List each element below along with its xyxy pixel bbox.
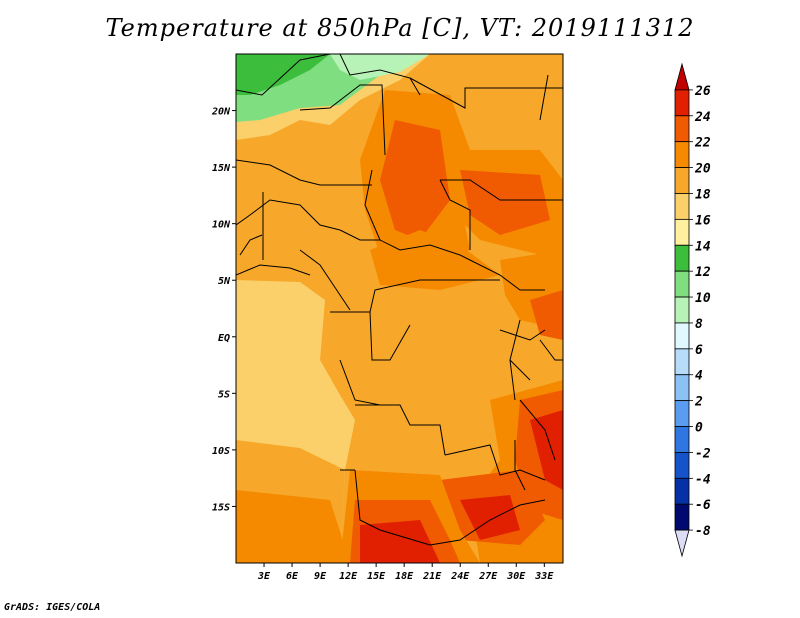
colorbar-label: 26 [694, 84, 711, 99]
lon-tick-label: 24E [450, 571, 470, 582]
lon-tick-label: 6E [286, 571, 299, 582]
longitude-axis: 3E 6E 9E 12E 15E 18E 21E 24E 27E 30E 33E [257, 563, 554, 582]
colorbar-swatch [674, 322, 690, 350]
colorbar-swatch [674, 426, 690, 453]
lat-tick-label: 15N [212, 163, 231, 174]
colorbar-label: 18 [695, 187, 711, 202]
lat-tick-label: 5N [218, 276, 231, 287]
lon-tick-label: 33E [534, 571, 554, 582]
colorbar-label: 2 [694, 395, 703, 410]
colorbar-swatch [674, 348, 690, 376]
colorbar-label: 14 [695, 239, 711, 254]
lon-tick-label: 30E [506, 571, 526, 582]
latitude-axis: 20N 15N 10N 5N EQ 5S 10S 15S [211, 107, 236, 513]
colorbar-swatch [674, 218, 690, 246]
colorbar-swatch [674, 503, 690, 531]
colorbar-swatch [674, 115, 690, 143]
lat-tick-label: 15S [212, 502, 230, 513]
colorbar-swatch [674, 167, 690, 194]
colorbar-label: 24 [694, 110, 711, 125]
lon-tick-label: 3E [257, 571, 271, 582]
colorbar-label: 10 [695, 291, 711, 306]
colorbar-swatch [674, 89, 690, 117]
colorbar-swatch [674, 193, 690, 220]
colorbar-swatch [674, 244, 690, 272]
lon-tick-label: 21E [422, 571, 442, 582]
colorbar-label: -8 [695, 524, 711, 539]
colorbar-label: -4 [695, 472, 711, 487]
lon-tick-label: 12E [339, 571, 358, 582]
colorbar-label: 8 [695, 317, 703, 332]
colorbar-label: -6 [695, 498, 711, 513]
colorbar-label: -2 [695, 446, 711, 461]
colorbar-swatch [674, 374, 690, 402]
colorbar-swatch [674, 477, 690, 505]
colorbar-label: 22 [694, 136, 711, 151]
credit-text: GrADS: IGES/COLA [4, 602, 101, 613]
colorbar-label: 20 [694, 162, 711, 177]
colorbar-under-triangle [674, 529, 690, 558]
colorbar-swatch [674, 296, 690, 324]
colorbar-label: 6 [695, 343, 703, 358]
colorbar-swatch [674, 141, 690, 168]
colorbar-over-triangle [674, 62, 690, 91]
lat-tick-label: 10N [212, 220, 231, 231]
lon-tick-label: 27E [478, 571, 498, 582]
colorbar-label: 16 [695, 213, 711, 228]
lon-tick-label: 9E [314, 571, 327, 582]
temperature-field [236, 54, 563, 563]
colorbar-label: 12 [695, 265, 711, 280]
lat-tick-label: 10S [212, 446, 230, 457]
colorbar-swatch [674, 452, 690, 479]
map-title: Temperature at 850hPa [C], VT: 201911131… [105, 14, 695, 42]
lon-tick-label: 15E [367, 571, 386, 582]
colorbar-label: 0 [695, 421, 703, 436]
lon-tick-label: 18E [395, 571, 414, 582]
colorbar-swatch [674, 270, 690, 298]
lat-tick-label: 20N [211, 107, 231, 118]
lat-tick-label: 5S [218, 389, 230, 400]
map-frame [235, 53, 564, 564]
colorbar-swatch [674, 400, 690, 427]
country-borders [236, 54, 563, 546]
lat-tick-label: EQ [218, 333, 230, 344]
colorbar-label: 4 [695, 369, 703, 384]
